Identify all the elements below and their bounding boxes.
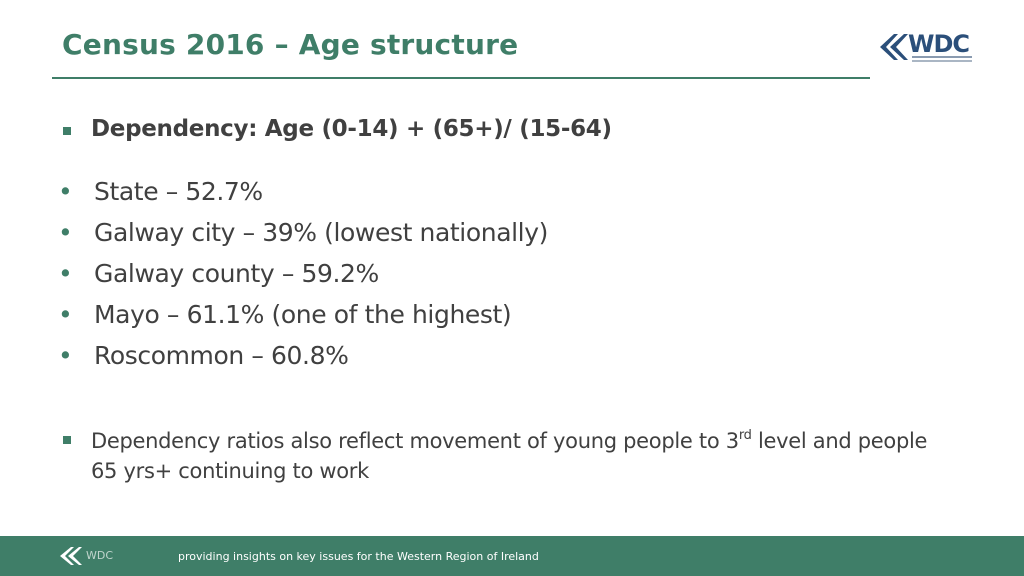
wdc-logo: WDC [876,30,976,68]
list-item-text: Galway city – 39% (lowest nationally) [94,218,548,247]
square-bullet-icon [63,127,71,135]
list-item-text: Mayo – 61.1% (one of the highest) [94,300,512,329]
title-divider [52,77,870,79]
round-bullet-icon: • [58,218,73,247]
footer-brand: WDC [86,549,114,562]
note-superscript: rd [738,428,752,443]
footer-bar: WDC providing insights on key issues for… [0,536,1024,576]
slide-title: Census 2016 – Age structure [62,28,519,61]
round-bullet-icon: • [58,341,73,370]
footer-wdc-chevron-icon [60,547,82,565]
list-item-text: Galway county – 59.2% [94,259,379,288]
dependency-note: Dependency ratios also reflect movement … [91,426,951,486]
note-text-before: Dependency ratios also reflect movement … [91,429,739,453]
logo-text: WDC [908,30,970,58]
dependency-heading: Dependency: Age (0-14) + (65+)/ (15-64) [91,116,612,142]
list-item-text: Roscommon – 60.8% [94,341,349,370]
wdc-chevron-logo-icon [880,34,908,60]
round-bullet-icon: • [58,300,73,329]
footer-tagline: providing insights on key issues for the… [178,550,539,563]
list-item-text: State – 52.7% [94,177,263,206]
note-text-after: level and people 65 yrs+ continuing to w… [91,429,928,483]
round-bullet-icon: • [58,177,73,206]
logo-subtitle-lines [912,56,972,58]
round-bullet-icon: • [58,259,73,288]
square-bullet-icon [63,436,71,444]
